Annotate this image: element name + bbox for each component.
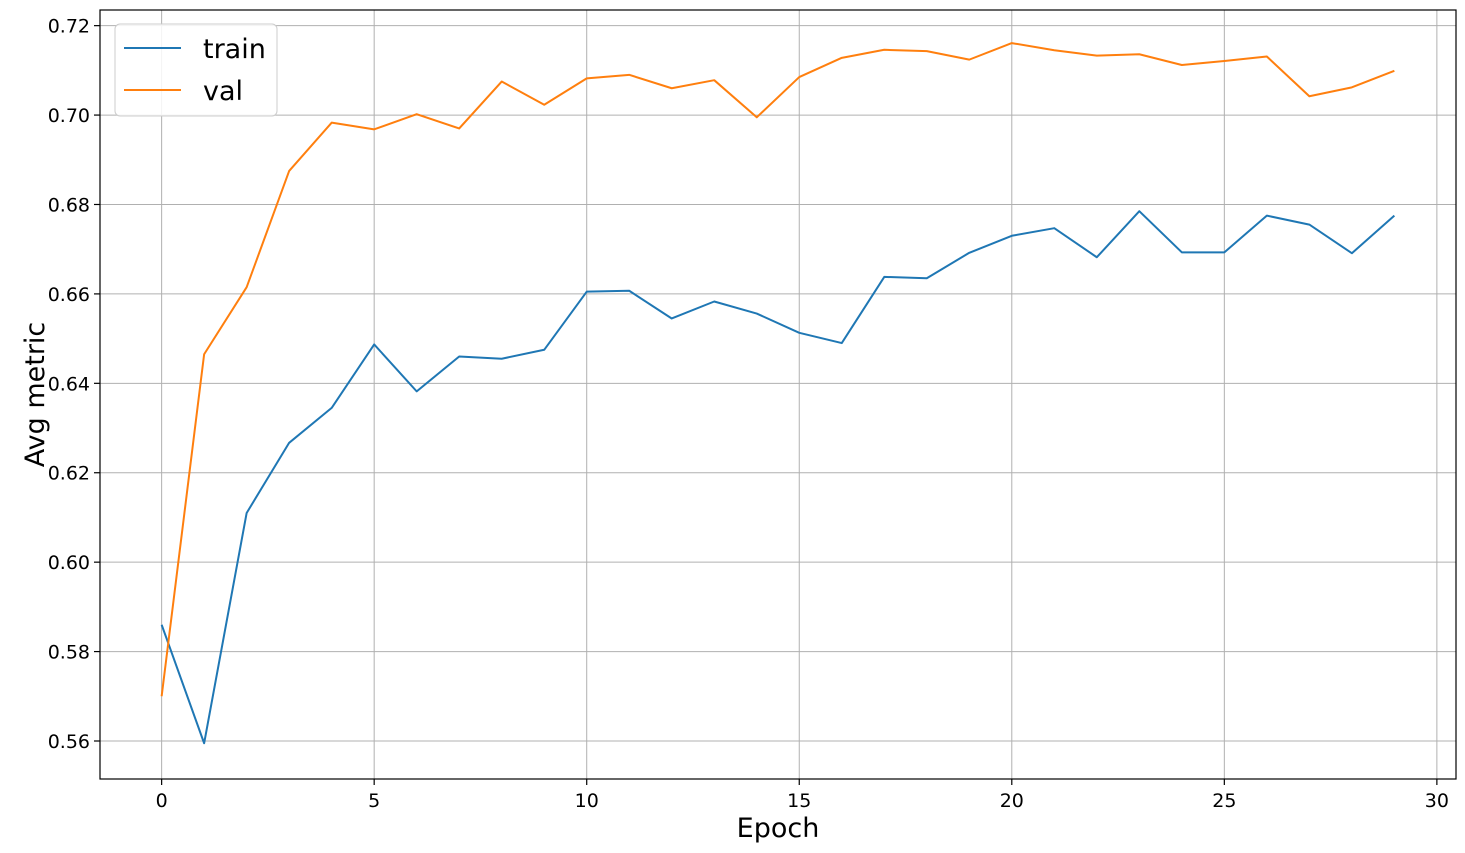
y-tick-label: 0.56 (48, 731, 90, 753)
series-line-val (160, 42, 1395, 697)
x-tick-label: 20 (1000, 790, 1024, 812)
grid (100, 10, 1456, 779)
y-tick-label: 0.62 (48, 463, 90, 485)
series-line-train (160, 210, 1396, 745)
legend-label-train: train (203, 34, 266, 65)
axis-ticks: 0 5 10 15 20 25 30 0.56 0.58 0.60 0.62 0.64 0.66 0.68… (48, 16, 1449, 812)
y-tick-label: 0.72 (48, 16, 90, 38)
legend: train val (114, 23, 278, 117)
x-axis-title: Epoch (737, 813, 820, 844)
y-tick-label: 0.68 (48, 194, 90, 216)
x-tick-label: 15 (787, 790, 811, 812)
x-tick-label: 0 (156, 790, 168, 812)
y-tick-label: 0.66 (48, 284, 90, 306)
series-lines (160, 42, 1396, 745)
y-tick-label: 0.64 (48, 373, 90, 395)
plot-area-frame (99, 9, 1457, 780)
x-tick-label: 5 (368, 790, 380, 812)
y-tick-label: 0.60 (48, 552, 90, 574)
y-tick-label: 0.58 (48, 642, 90, 664)
legend-label-val: val (203, 76, 243, 107)
y-tick-label: 0.70 (48, 105, 90, 127)
x-tick-label: 10 (575, 790, 599, 812)
x-tick-label: 25 (1212, 790, 1236, 812)
x-tick-label: 30 (1425, 790, 1449, 812)
y-axis-title: Avg metric (20, 322, 51, 468)
